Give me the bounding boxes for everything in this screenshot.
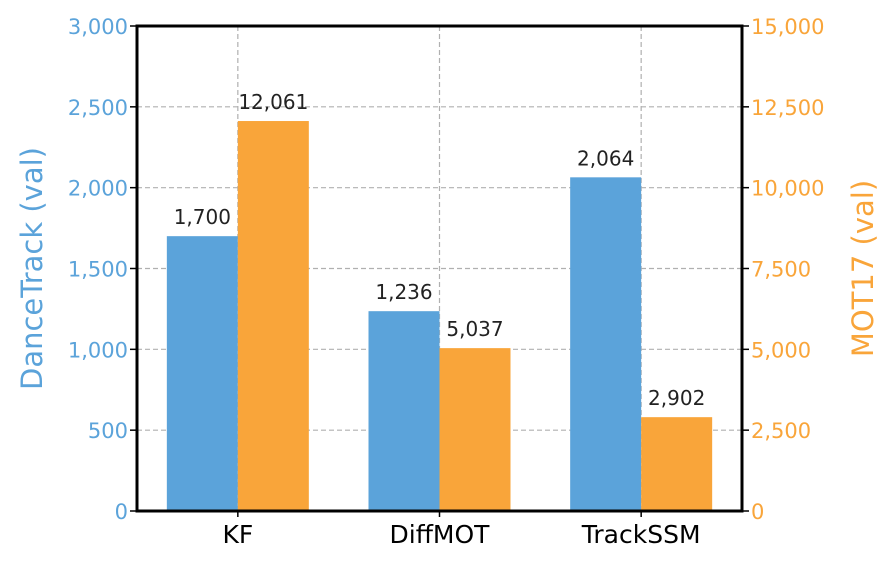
right-tick-label: 12,500 <box>751 96 824 120</box>
right-tick-label: 2,500 <box>751 419 811 443</box>
bar-mot17-diffmot <box>439 348 511 511</box>
left-tick-label: 0 <box>115 500 128 524</box>
right-tick-label: 7,500 <box>751 258 811 282</box>
x-tick-label: TrackSSM <box>581 520 701 549</box>
data-label: 5,037 <box>446 317 503 341</box>
left-tick-label: 1,000 <box>68 338 128 362</box>
bar-mot17-trackssm <box>641 417 713 511</box>
data-labels: 1,700 12,061 1,236 5,037 2,064 2,902 <box>174 90 706 410</box>
right-tick-label: 0 <box>751 500 764 524</box>
data-label: 12,061 <box>238 90 308 114</box>
data-label: 1,236 <box>375 280 432 304</box>
left-tick-label: 2,500 <box>68 96 128 120</box>
left-tick-label: 3,000 <box>68 15 128 39</box>
right-tick-label: 15,000 <box>751 15 824 39</box>
data-label: 2,064 <box>577 146 634 170</box>
bar-dancetrack-trackssm <box>570 177 642 511</box>
x-tick-label: DiffMOT <box>390 520 491 549</box>
left-tick-label: 2,000 <box>68 177 128 201</box>
bar-mot17-kf <box>237 121 309 512</box>
data-label: 2,902 <box>648 386 705 410</box>
left-tick-label: 500 <box>88 419 128 443</box>
left-axis: 0 500 1,000 1,500 2,000 2,500 3,000 <box>68 15 137 524</box>
bar-dancetrack-diffmot <box>368 311 440 511</box>
right-axis: 0 2,500 5,000 7,500 10,000 12,500 15,000 <box>742 15 824 524</box>
left-axis-title: DanceTrack (val) <box>15 147 49 390</box>
bars-group <box>166 121 713 512</box>
bar-dancetrack-kf <box>166 236 238 511</box>
x-tick-label: KF <box>222 520 253 549</box>
right-axis-title: MOT17 (val) <box>846 180 880 357</box>
right-tick-label: 5,000 <box>751 338 811 362</box>
x-axis: KF DiffMOT TrackSSM <box>222 511 701 549</box>
right-tick-label: 10,000 <box>751 177 824 201</box>
data-label: 1,700 <box>174 205 231 229</box>
left-tick-label: 1,500 <box>68 258 128 282</box>
